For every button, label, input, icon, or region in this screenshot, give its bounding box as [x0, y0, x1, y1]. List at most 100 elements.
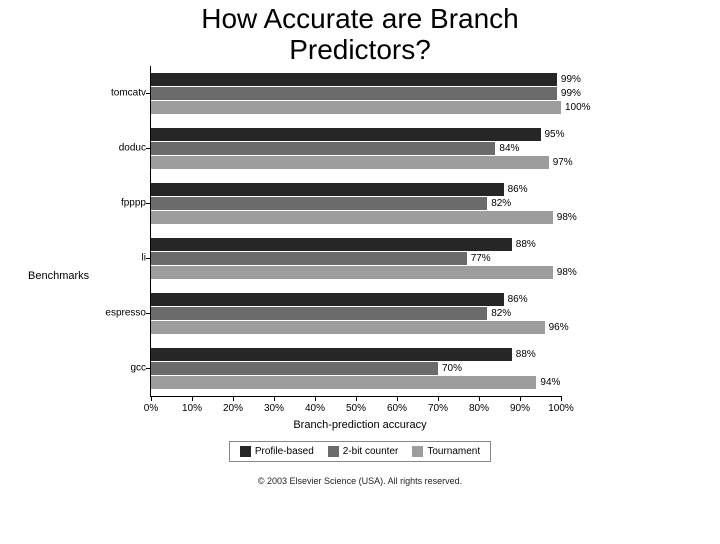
x-axis-label: Branch-prediction accuracy [90, 419, 630, 431]
bar-2-bit-counter [151, 197, 487, 210]
bar-tournament [151, 156, 549, 169]
bar-tournament [151, 101, 561, 114]
x-tick [561, 396, 562, 401]
x-tick-label: 10% [182, 403, 202, 414]
bar-profile-based [151, 293, 504, 306]
bar-row: 95% [151, 128, 561, 141]
legend-item-tournament: Tournament [412, 446, 480, 457]
legend-item-2bit: 2-bit counter [328, 446, 399, 457]
bar-row: 99% [151, 73, 561, 86]
x-tick-label: 20% [223, 403, 243, 414]
bar-2-bit-counter [151, 362, 438, 375]
bar-tournament [151, 211, 553, 224]
x-tick-label: 60% [387, 403, 407, 414]
x-tick-label: 50% [346, 403, 366, 414]
legend-swatch-2bit [328, 446, 339, 457]
value-label: 95% [545, 128, 565, 141]
bar-row: 96% [151, 321, 561, 334]
value-label: 86% [508, 293, 528, 306]
page-title: How Accurate are Branch Predictors? [0, 4, 720, 66]
x-tick-label: 80% [469, 403, 489, 414]
bar-row: 98% [151, 211, 561, 224]
x-tick [315, 396, 316, 401]
x-tick [151, 396, 152, 401]
category-label: tomcatv [91, 88, 146, 99]
legend-label-tournament: Tournament [427, 446, 480, 457]
legend: Profile-based 2-bit counter Tournament [229, 441, 491, 462]
x-tick [192, 396, 193, 401]
value-label: 98% [557, 211, 577, 224]
category-label: li [91, 253, 146, 264]
value-label: 99% [561, 87, 581, 100]
legend-label-profile: Profile-based [255, 446, 314, 457]
bar-tournament [151, 321, 545, 334]
bar-tournament [151, 266, 553, 279]
title-line-1: How Accurate are Branch [201, 3, 519, 34]
value-label: 77% [471, 252, 491, 265]
group-tomcatv: tomcatv99%99%100% [151, 66, 561, 121]
group-gcc: gcc88%70%94% [151, 341, 561, 396]
title-line-2: Predictors? [289, 34, 431, 65]
bar-2-bit-counter [151, 87, 557, 100]
group-fpppp: fpppp86%82%98% [151, 176, 561, 231]
bar-row: 88% [151, 348, 561, 361]
bar-row: 98% [151, 266, 561, 279]
bar-row: 100% [151, 101, 561, 114]
value-label: 88% [516, 348, 536, 361]
bar-row: 97% [151, 156, 561, 169]
legend-item-profile: Profile-based [240, 446, 314, 457]
legend-label-2bit: 2-bit counter [343, 446, 399, 457]
bar-row: 86% [151, 183, 561, 196]
category-label: espresso [91, 308, 146, 319]
category-label: fpppp [91, 198, 146, 209]
x-tick-label: 0% [144, 403, 158, 414]
bar-profile-based [151, 183, 504, 196]
x-tick [356, 396, 357, 401]
value-label: 70% [442, 362, 462, 375]
x-tick [274, 396, 275, 401]
bar-row: 82% [151, 307, 561, 320]
legend-swatch-tournament [412, 446, 423, 457]
value-label: 82% [491, 307, 511, 320]
value-label: 96% [549, 321, 569, 334]
bar-tournament [151, 376, 536, 389]
group-doduc: doduc95%84%97% [151, 121, 561, 176]
group-espresso: espresso86%82%96% [151, 286, 561, 341]
copyright: © 2003 Elsevier Science (USA). All right… [90, 476, 630, 486]
bar-2-bit-counter [151, 142, 495, 155]
category-label: gcc [91, 363, 146, 374]
x-tick-label: 40% [305, 403, 325, 414]
bar-profile-based [151, 238, 512, 251]
x-tick [479, 396, 480, 401]
value-label: 82% [491, 197, 511, 210]
bar-row: 84% [151, 142, 561, 155]
bar-profile-based [151, 73, 557, 86]
bar-row: 86% [151, 293, 561, 306]
group-li: li88%77%98% [151, 231, 561, 286]
x-tick [397, 396, 398, 401]
x-tick [233, 396, 234, 401]
category-label: doduc [91, 143, 146, 154]
bar-2-bit-counter [151, 252, 467, 265]
bar-profile-based [151, 128, 541, 141]
legend-swatch-profile [240, 446, 251, 457]
bar-row: 88% [151, 238, 561, 251]
value-label: 98% [557, 266, 577, 279]
bar-row: 99% [151, 87, 561, 100]
value-label: 86% [508, 183, 528, 196]
x-tick-label: 30% [264, 403, 284, 414]
bar-row: 70% [151, 362, 561, 375]
bar-row: 82% [151, 197, 561, 210]
x-tick [438, 396, 439, 401]
x-tick [520, 396, 521, 401]
bar-2-bit-counter [151, 307, 487, 320]
value-label: 88% [516, 238, 536, 251]
bar-profile-based [151, 348, 512, 361]
value-label: 97% [553, 156, 573, 169]
value-label: 99% [561, 73, 581, 86]
x-tick-label: 70% [428, 403, 448, 414]
value-label: 94% [540, 376, 560, 389]
plot-area: tomcatv99%99%100%doduc95%84%97%fpppp86%8… [150, 66, 561, 397]
x-tick-label: 100% [548, 403, 574, 414]
value-label: 84% [499, 142, 519, 155]
